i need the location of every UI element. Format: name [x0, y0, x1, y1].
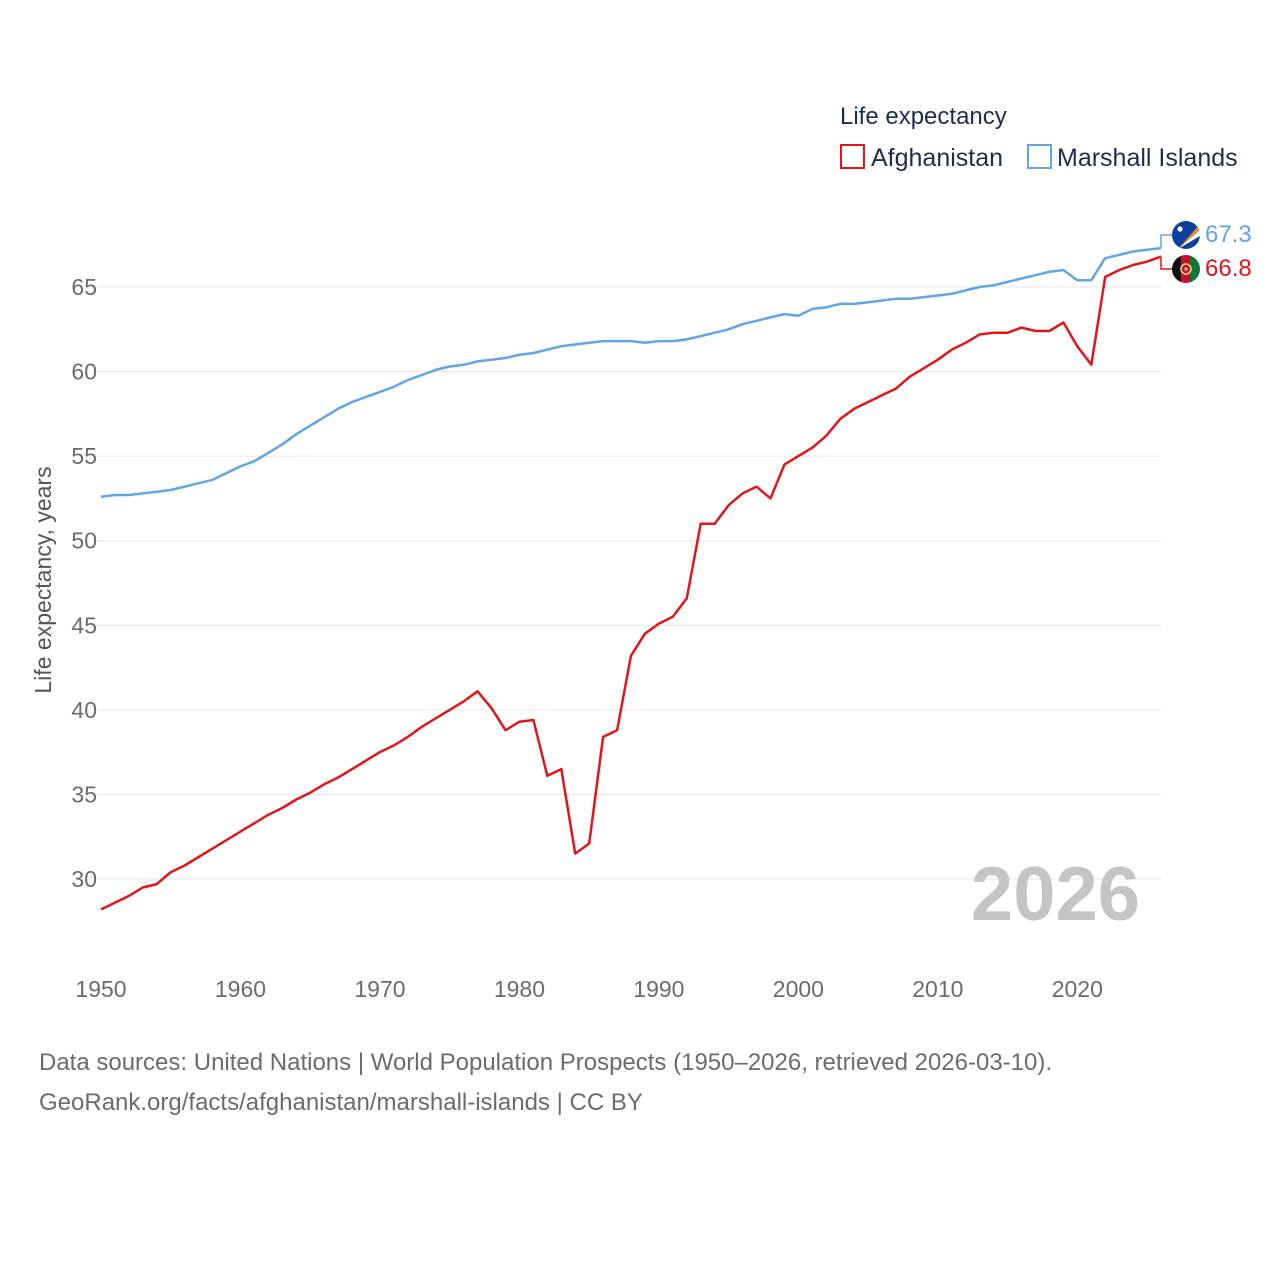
x-tick-label: 2020 [1052, 976, 1103, 1002]
marshall-islands-end-connector [1160, 234, 1172, 249]
afghanistan-end-value: 66.8 [1205, 255, 1252, 282]
series-line-afghanistan[interactable] [100, 255, 1162, 911]
series-lines [100, 246, 1162, 911]
x-tick-label: 2000 [773, 976, 824, 1002]
grid-lines [97, 286, 1161, 880]
y-tick-label: 55 [71, 443, 97, 469]
y-tick-label: 40 [71, 697, 97, 723]
legend-swatch-marshall-islands[interactable] [1027, 144, 1052, 169]
y-tick-label: 65 [71, 274, 97, 300]
marshall-islands-end-value: 67.3 [1205, 221, 1252, 248]
y-tick-label: 60 [71, 359, 97, 385]
y-tick-label: 50 [71, 528, 97, 554]
current-year-label: 2026 [971, 852, 1140, 937]
afghanistan-flag-icon [1172, 255, 1200, 283]
series-line-marshall-islands[interactable] [100, 246, 1162, 498]
y-tick-label: 45 [71, 612, 97, 638]
legend-label-afghanistan[interactable]: Afghanistan [871, 144, 1003, 172]
x-tick-label: 1960 [215, 976, 266, 1002]
legend-title: Life expectancy [840, 103, 1007, 130]
data-source-footer: Data sources: United Nations | World Pop… [39, 1043, 1052, 1123]
x-tick-label: 1950 [75, 976, 126, 1002]
afghanistan-end-connector [1160, 256, 1172, 270]
y-axis-label: Life expectancy, years [30, 466, 56, 693]
x-tick-label: 1990 [633, 976, 684, 1002]
y-tick-label: 35 [71, 781, 97, 807]
legend-label-marshall-islands[interactable]: Marshall Islands [1057, 144, 1238, 172]
x-axis-ticks: 1950 1960 1970 1980 1990 2000 2010 2020 [75, 976, 1102, 1002]
attribution-line[interactable]: GeoRank.org/facts/afghanistan/marshall-i… [39, 1089, 643, 1116]
legend-swatch-afghanistan[interactable] [840, 144, 865, 169]
x-tick-label: 1980 [494, 976, 545, 1002]
x-tick-label: 2010 [912, 976, 963, 1002]
x-tick-label: 1970 [354, 976, 405, 1002]
marshall-islands-flag-icon [1172, 221, 1200, 249]
source-line: Data sources: United Nations | World Pop… [39, 1049, 1053, 1076]
y-axis-ticks: 30 35 40 45 50 55 60 65 [71, 274, 97, 892]
y-tick-label: 30 [71, 866, 97, 892]
